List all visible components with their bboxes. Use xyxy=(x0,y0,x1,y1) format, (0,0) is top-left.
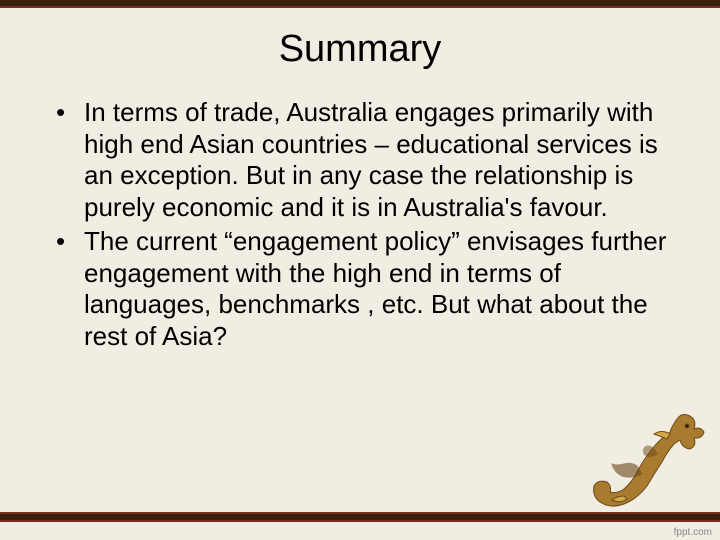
bullet-list: In terms of trade, Australia engages pri… xyxy=(40,97,680,353)
footer-attribution: fppt.com xyxy=(674,527,712,538)
top-border-band xyxy=(0,0,720,8)
slide-title: Summary xyxy=(40,28,680,71)
slide-content: Summary In terms of trade, Australia eng… xyxy=(0,10,720,510)
bullet-item: In terms of trade, Australia engages pri… xyxy=(56,97,680,224)
bottom-border-band xyxy=(0,512,720,522)
bullet-item: The current “engagement policy” envisage… xyxy=(56,226,680,353)
